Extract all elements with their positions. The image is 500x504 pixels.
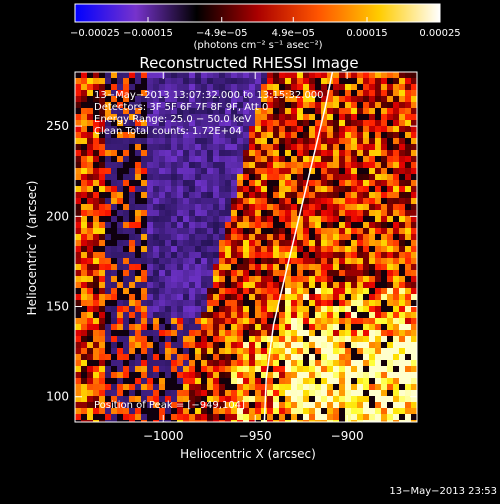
x-tick-label: −1000 bbox=[143, 429, 184, 443]
colorbar-ticks: −0.00025 −0.00015 −4.9e−05 4.9e−05 0.00015 0.… bbox=[70, 17, 461, 39]
chart-title: Reconstructed RHESSI Image bbox=[139, 54, 358, 72]
colorbar-tick-label: −4.9e−05 bbox=[196, 28, 248, 39]
x-tick-label: −950 bbox=[239, 429, 272, 443]
solar-limb-line bbox=[263, 72, 334, 422]
info-time-range: 13−May−2013 13:07:32.000 to 13:15:32.000 bbox=[94, 90, 324, 101]
colorbar-tick-label: −0.00015 bbox=[123, 28, 173, 39]
x-tick-label: −900 bbox=[331, 429, 364, 443]
colorbar-tick-label: 0.00015 bbox=[346, 28, 387, 39]
colorbar-tick-label: 4.9e−05 bbox=[272, 28, 315, 39]
colorbar-unit-label: (photons cm⁻² s⁻¹ asec⁻²) bbox=[193, 40, 322, 51]
info-counts: Clean Total counts: 1.72E+04 bbox=[94, 126, 242, 137]
colorbar bbox=[74, 3, 441, 23]
heatmap-image bbox=[75, 72, 417, 422]
colorbar-tick-label: −0.00025 bbox=[70, 28, 120, 39]
peak-position-text: Position of Peak = [−949,104] bbox=[94, 400, 245, 411]
info-energy-range: Energy Range: 25.0 − 50.0 keV bbox=[94, 114, 251, 125]
footer-timestamp: 13−May−2013 23:53 bbox=[389, 486, 497, 497]
y-axis-ticks: 100 150 200 250 bbox=[46, 119, 417, 404]
y-tick-label: 200 bbox=[46, 209, 69, 223]
x-axis-title: Heliocentric X (arcsec) bbox=[180, 447, 316, 461]
x-axis-ticks: −1000 −950 −900 bbox=[143, 72, 364, 443]
y-tick-label: 250 bbox=[46, 119, 69, 133]
y-axis-title: Heliocentric Y (arcsec) bbox=[25, 181, 39, 316]
y-tick-label: 150 bbox=[46, 300, 69, 314]
plot-frame bbox=[74, 71, 418, 423]
info-detectors: Detectors: 3F 5F 6F 7F 8F 9F, Att 0 bbox=[94, 102, 268, 113]
colorbar-tick-label: 0.00025 bbox=[419, 28, 460, 39]
y-tick-label: 100 bbox=[46, 390, 69, 404]
